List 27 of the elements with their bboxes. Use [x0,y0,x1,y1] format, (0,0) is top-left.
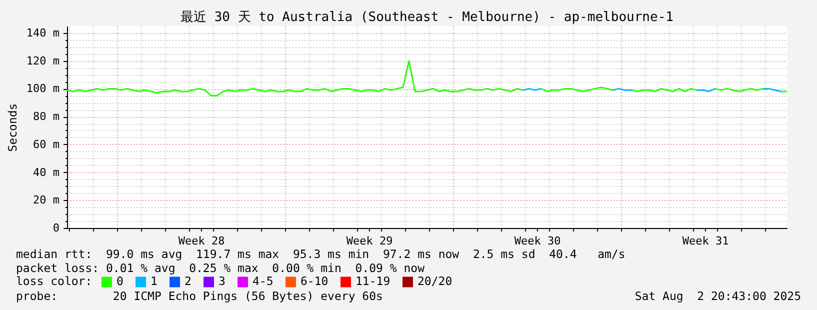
text: probe: 20 ICMP Echo Pings (56 Bytes) every 60s [16,289,383,303]
text: packet loss: 0.01 % avg 0.25 % max 0.00 % min 0.09 % now [16,261,424,275]
legend-label: 11-19 [356,274,390,288]
legend-title: loss color: [16,274,92,288]
x-tick-label: Week 30 [514,234,561,248]
y-tick-label: 140 m [26,26,60,40]
x-tick-label: Week 29 [346,234,393,248]
text: median rtt: 99.0 ms avg 119.7 ms max 95.3 ms min 97.2 ms now 2.5 ms sd 40.4 am/s [16,247,626,261]
y-tick-label: 120 m [26,54,60,68]
legend-label: 6-10 [300,274,328,288]
y-tick-label: 60 m [33,138,60,151]
chart-title: 最近 30 天 to Australia (Southeast - Melbourne) - ap-melbourne-1 [180,10,674,25]
x-tick-label: Week 28 [178,234,225,248]
legend-label: 3 [218,274,226,288]
legend-label: 2 [184,274,192,288]
legend-label: 0 [116,274,124,288]
y-tick-label: 100 m [26,82,60,96]
y-tick-label: 0 [52,222,60,234]
legend-label: 4-5 [252,274,274,288]
y-tick-label: 20 m [33,194,60,207]
y-tick-label: 40 m [33,166,60,179]
x-tick-label: Week 31 [682,234,729,248]
text: Sat Aug 2 20:43:00 2025 [634,289,801,303]
legend-label: 20/20 [418,274,452,288]
y-axis-title: Seconds [5,103,20,152]
y-tick-label: 80 m [33,110,60,124]
legend-label: 1 [150,274,158,288]
